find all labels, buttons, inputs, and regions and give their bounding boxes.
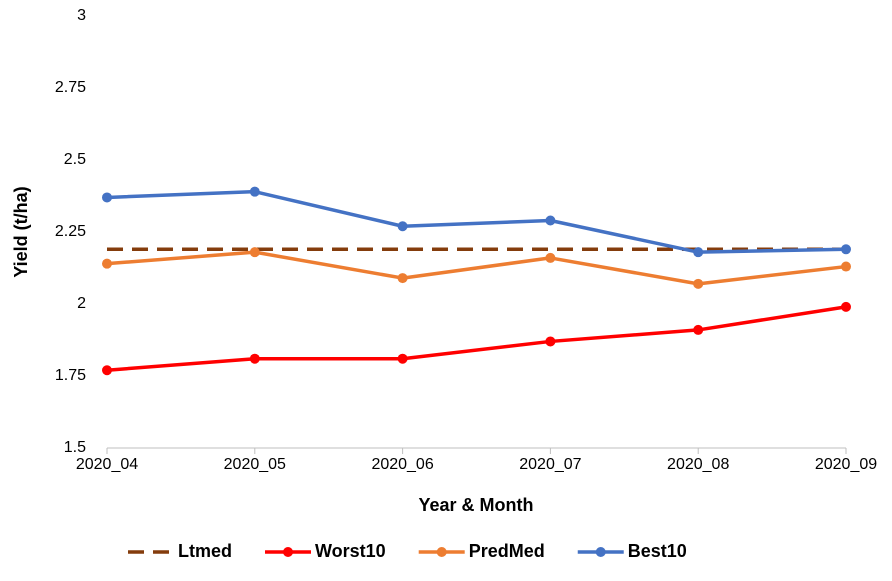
series-line (106, 189, 847, 254)
y-tick-label: 1.75 (55, 367, 86, 384)
data-point (693, 324, 704, 335)
data-point (693, 278, 704, 289)
y-tick-label: 3 (77, 7, 86, 24)
data-point (249, 353, 260, 364)
x-tick-label: 2020_04 (76, 456, 138, 473)
data-point (693, 247, 704, 258)
data-point (545, 215, 556, 226)
legend-label: PredMed (469, 541, 545, 561)
data-point (102, 258, 112, 269)
series-line (106, 250, 847, 286)
data-point (841, 261, 851, 272)
x-tick-label: 2020_05 (224, 456, 286, 473)
legend-label: Ltmed (178, 541, 232, 561)
legend-marker (436, 547, 447, 557)
y-tick-label: 2.5 (64, 151, 86, 168)
y-tick-label: 2.75 (55, 79, 86, 96)
x-tick-label: 2020_09 (815, 456, 877, 473)
data-point (249, 247, 260, 258)
data-point (102, 192, 112, 203)
x-tick-label: 2020_08 (667, 456, 729, 473)
data-point (397, 221, 408, 232)
data-point (545, 252, 556, 263)
y-axis-label: Yield (t/ha) (11, 186, 31, 277)
data-point (249, 186, 260, 197)
data-point (841, 244, 851, 255)
y-tick-label: 1.5 (64, 439, 86, 456)
x-tick-label: 2020_07 (519, 456, 581, 473)
legend-marker (595, 547, 606, 557)
y-tick-label: 2.25 (55, 223, 86, 240)
legend-marker (283, 547, 293, 557)
data-point (397, 353, 408, 364)
legend-label: Worst10 (315, 541, 386, 561)
series-line (106, 305, 847, 372)
data-point (102, 365, 112, 376)
x-axis-label: Year & Month (418, 495, 533, 515)
y-tick-label: 2 (77, 295, 86, 312)
data-point (841, 301, 851, 312)
data-point (545, 336, 556, 347)
legend-label: Best10 (628, 541, 687, 561)
data-point (397, 273, 408, 284)
x-tick-label: 2020_06 (371, 456, 433, 473)
